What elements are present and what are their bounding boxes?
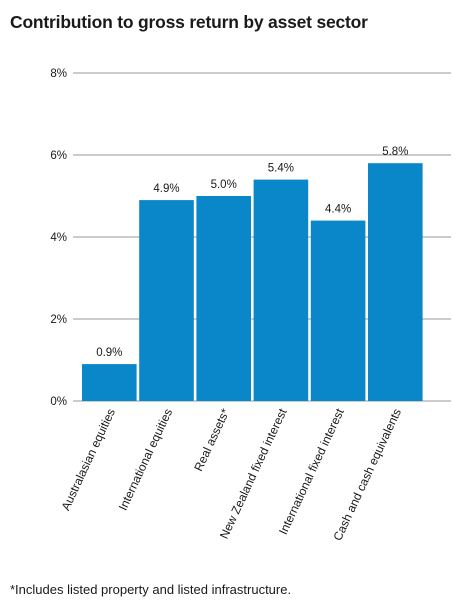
chart-title: Contribution to gross return by asset se… (10, 12, 368, 32)
data-label: 4.9% (153, 183, 179, 195)
y-axis-ticks: 0% 2% 4% 6% 8% (50, 68, 67, 408)
y-tick-label: 8% (50, 68, 67, 80)
y-tick-label: 0% (50, 396, 67, 408)
y-tick-label: 6% (50, 150, 67, 162)
x-tick-label: International fixed interest (276, 406, 347, 537)
x-tick-label: International equities (116, 406, 175, 512)
data-label: 5.8% (382, 146, 408, 158)
x-tick-label: Australasian equities (59, 406, 118, 512)
data-labels: 0.9% 4.9% 5.0% 5.4% 4.4% 5.8% (96, 146, 408, 359)
x-tick-label: New Zealand fixed interest (217, 406, 290, 541)
bar (310, 220, 366, 401)
data-label: 5.0% (211, 179, 237, 191)
bar (368, 163, 423, 401)
y-tick-label: 4% (50, 232, 67, 244)
bar (253, 179, 309, 401)
data-label: 4.4% (325, 204, 351, 216)
x-tick-label: Real assets* (191, 406, 232, 473)
bar (82, 364, 137, 401)
bar (139, 200, 194, 401)
bar (196, 196, 251, 401)
x-tick-label: Cash and cash equivalents (330, 406, 404, 543)
data-label: 0.9% (96, 347, 122, 359)
footnote: *Includes listed property and listed inf… (10, 582, 292, 597)
y-tick-label: 2% (50, 314, 67, 326)
bars (82, 163, 423, 401)
data-label: 5.4% (268, 163, 294, 175)
